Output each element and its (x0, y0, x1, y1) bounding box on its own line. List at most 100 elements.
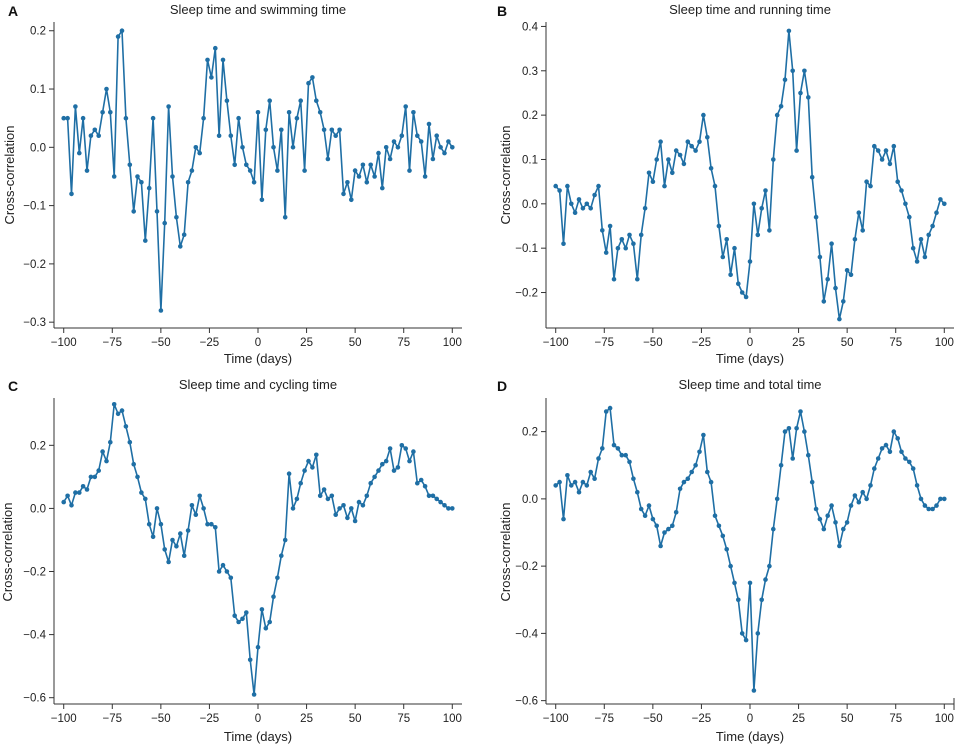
data-point (635, 489, 640, 495)
data-point (883, 148, 889, 153)
data-point (553, 483, 558, 488)
data-point (376, 468, 381, 473)
data-point (724, 237, 729, 242)
data-point (627, 232, 632, 238)
data-point (395, 465, 401, 470)
data-point (572, 210, 578, 215)
data-point (658, 543, 663, 549)
data-point (209, 521, 214, 527)
data-point (119, 408, 125, 413)
data-point (426, 493, 432, 499)
data-point (135, 474, 140, 480)
y-tick-label: −0.3 (23, 317, 46, 329)
data-point (372, 474, 377, 480)
x-tick-label: 25 (300, 713, 313, 725)
data-point (356, 499, 362, 505)
data-point (864, 496, 869, 502)
x-tick-label: 0 (747, 713, 753, 725)
x-tick-label: −25 (200, 337, 220, 349)
data-point (65, 493, 70, 499)
data-point (907, 459, 912, 465)
data-point (232, 613, 237, 618)
x-tick-label: 0 (747, 337, 753, 349)
panel-label: C (8, 378, 18, 394)
data-point (181, 232, 187, 237)
data-point (806, 452, 811, 458)
data-point (565, 183, 570, 189)
data-point (92, 474, 98, 480)
x-tick-label: 75 (889, 713, 902, 725)
data-point (689, 469, 694, 475)
y-tick-label: 0.0 (522, 494, 538, 506)
data-point (430, 156, 436, 162)
data-point (325, 156, 331, 162)
data-point (376, 150, 381, 156)
data-point (782, 429, 788, 434)
data-point (720, 533, 726, 539)
data-point (368, 162, 374, 168)
x-tick-label: −75 (595, 337, 615, 349)
data-point (619, 237, 625, 242)
x-ticks: −100 −75 −50 −25 0 25 50 75 100 (543, 328, 954, 349)
data-point (798, 409, 803, 414)
data-point (576, 489, 582, 495)
data-point (926, 506, 931, 512)
data-point (123, 424, 129, 429)
data-point (131, 209, 136, 214)
data-point (716, 223, 722, 229)
data-point (786, 28, 792, 34)
data-point (778, 463, 784, 468)
data-point (623, 245, 628, 251)
data-point (736, 281, 741, 287)
data-point (115, 34, 121, 39)
data-point (802, 429, 807, 434)
data-point (263, 127, 269, 133)
data-point (84, 487, 90, 492)
data-point (693, 463, 698, 468)
x-tick-label: −50 (151, 337, 171, 349)
data-point (689, 143, 694, 149)
data-point (403, 446, 409, 451)
data-point (181, 553, 187, 558)
data-point (236, 115, 241, 121)
data-point (205, 521, 210, 527)
data-point (438, 499, 443, 505)
data-point (623, 452, 628, 458)
data-point (728, 272, 733, 278)
data-point (670, 170, 675, 176)
data-point (154, 209, 160, 214)
data-point (693, 148, 698, 153)
data-point (154, 506, 160, 511)
y-tick-label: 0.1 (522, 154, 538, 166)
data-point (442, 150, 447, 156)
data-point (868, 183, 873, 189)
data-point (806, 95, 811, 100)
data-point (111, 402, 117, 407)
data-point (677, 486, 683, 492)
data-point (708, 166, 714, 171)
data-point (596, 456, 601, 461)
data-point (143, 496, 148, 502)
data-point (88, 133, 94, 138)
panel-label: A (8, 3, 18, 19)
axes (545, 22, 954, 329)
data-point (399, 443, 405, 448)
data-point (600, 446, 605, 451)
data-point (220, 57, 226, 63)
data-point (771, 157, 776, 162)
data-point (224, 98, 230, 103)
data-point (345, 515, 350, 521)
data-point (92, 127, 98, 133)
data-point (942, 201, 947, 207)
chart-title: Sleep time and running time (669, 2, 831, 17)
data-point (139, 490, 144, 495)
data-point (205, 57, 210, 63)
data-point (837, 316, 842, 322)
data-point (450, 145, 455, 150)
y-tick-label: −0.1 (23, 201, 46, 213)
data-point (337, 127, 342, 133)
data-point (349, 197, 354, 203)
data-point (100, 110, 105, 115)
data-point (193, 145, 199, 150)
data-point (607, 223, 613, 229)
